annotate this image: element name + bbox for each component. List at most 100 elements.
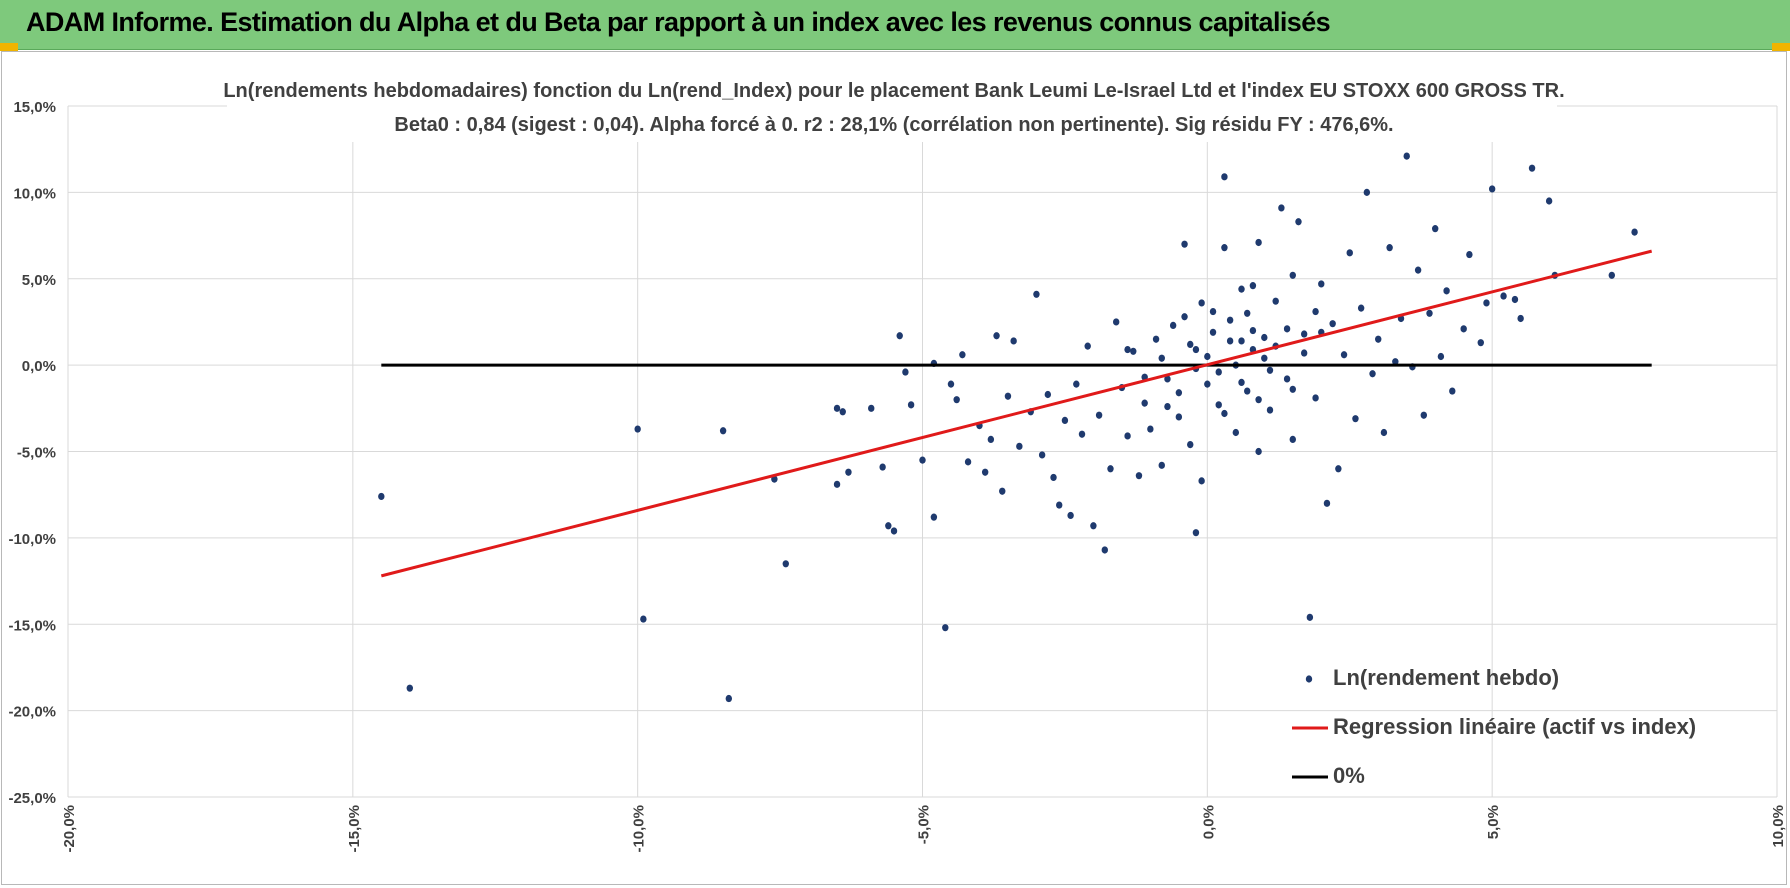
data-point	[1318, 280, 1325, 288]
data-point	[1517, 314, 1524, 323]
legend-label: Regression linéaire (actif vs index)	[1333, 714, 1696, 739]
data-point	[1095, 411, 1103, 419]
data-point	[1209, 307, 1217, 316]
data-point	[1050, 473, 1057, 482]
chart-title: Ln(rendements hebdomadaires) fonction du…	[223, 80, 1564, 102]
data-point	[1238, 378, 1245, 386]
data-point	[378, 492, 385, 501]
data-point	[1312, 307, 1319, 316]
data-point	[1357, 304, 1365, 312]
data-point	[1335, 465, 1342, 473]
data-point	[1010, 337, 1017, 345]
data-point	[1073, 380, 1080, 388]
data-point	[1147, 425, 1154, 433]
data-point	[1090, 522, 1097, 530]
data-point	[902, 368, 909, 376]
legend-label: 0%	[1333, 763, 1365, 788]
data-point	[839, 408, 846, 416]
data-point	[1181, 313, 1188, 321]
data-point	[1283, 325, 1291, 333]
data-point	[1107, 465, 1114, 473]
data-point	[1255, 447, 1262, 456]
data-point	[1198, 477, 1205, 485]
data-point	[1306, 613, 1314, 621]
data-point	[1038, 451, 1046, 459]
data-point	[1426, 309, 1433, 317]
data-point	[833, 404, 841, 412]
y-tick-label: 0,0%	[22, 358, 56, 375]
legend-point-marker	[1305, 675, 1313, 683]
data-point	[406, 684, 413, 692]
data-point	[993, 332, 1000, 340]
data-point	[782, 560, 789, 568]
data-point	[1278, 204, 1285, 212]
data-point	[999, 487, 1006, 495]
data-point	[1300, 349, 1308, 357]
data-point	[1016, 442, 1023, 450]
x-tick-label: -10,0%	[631, 805, 648, 853]
y-tick-label: 10,0%	[13, 185, 56, 202]
chart-subtitle: Beta0 : 0,84 (sigest : 0,04). Alpha forc…	[394, 114, 1393, 136]
data-point	[1346, 249, 1353, 257]
data-point	[1420, 411, 1428, 419]
data-point	[1631, 228, 1638, 236]
data-point	[1266, 406, 1274, 414]
data-point	[1414, 266, 1422, 274]
x-tick-label: 0,0%	[1200, 805, 1217, 839]
data-point	[1432, 225, 1439, 233]
data-point	[1238, 337, 1245, 345]
data-point	[1323, 499, 1331, 507]
data-point	[833, 480, 841, 488]
data-point	[1352, 415, 1359, 423]
data-points-layer	[378, 152, 1638, 703]
data-point	[719, 427, 727, 435]
data-point	[1369, 370, 1376, 378]
regression-line	[380, 249, 1653, 578]
data-point	[1158, 354, 1165, 362]
data-point	[634, 425, 641, 433]
y-tick-label: -15,0%	[8, 617, 56, 634]
report-header-bar: ADAM Informe. Estimation du Alpha et du …	[0, 0, 1790, 50]
data-point	[1340, 351, 1348, 359]
data-point	[953, 396, 960, 404]
data-point	[890, 527, 898, 535]
x-tick-label: -15,0%	[346, 805, 363, 853]
data-point	[1175, 389, 1183, 397]
data-point	[1232, 428, 1240, 437]
data-point	[1386, 244, 1393, 252]
data-point	[1187, 340, 1194, 348]
data-point	[1135, 472, 1143, 480]
legend: Ln(rendement hebdo) Regression linéaire (…	[1292, 665, 1696, 788]
axis-layer: 15,0% 10,0% 5,0% 0,0% -5,0% -10,0% -15,0% -20,0…	[8, 99, 1786, 853]
data-point	[1238, 285, 1245, 293]
data-point	[981, 468, 989, 476]
data-point	[1187, 440, 1194, 449]
data-point	[1084, 342, 1091, 350]
data-point	[1392, 358, 1399, 366]
data-point	[1255, 238, 1262, 247]
y-tick-label: -20,0%	[8, 704, 56, 721]
y-tick-label: -5,0%	[17, 445, 56, 462]
data-point	[1164, 375, 1171, 383]
corner-marker-right	[1772, 43, 1790, 51]
data-point	[1500, 292, 1507, 300]
data-point	[1067, 511, 1074, 520]
data-point	[1329, 320, 1336, 328]
data-point	[1272, 297, 1279, 305]
y-tick-label: 5,0%	[22, 272, 56, 289]
data-point	[1380, 428, 1388, 437]
data-point	[1078, 430, 1086, 438]
data-point	[1130, 347, 1137, 355]
data-point	[1255, 396, 1262, 404]
data-point	[1204, 380, 1211, 388]
data-point	[964, 458, 972, 466]
data-point	[1608, 271, 1615, 279]
y-tick-label: 15,0%	[13, 99, 56, 116]
data-point	[1483, 299, 1490, 307]
data-point	[1164, 402, 1171, 411]
data-point	[947, 380, 955, 388]
data-point	[919, 456, 926, 464]
data-point	[1004, 392, 1012, 400]
data-point	[1181, 240, 1188, 248]
data-point	[1215, 368, 1222, 376]
